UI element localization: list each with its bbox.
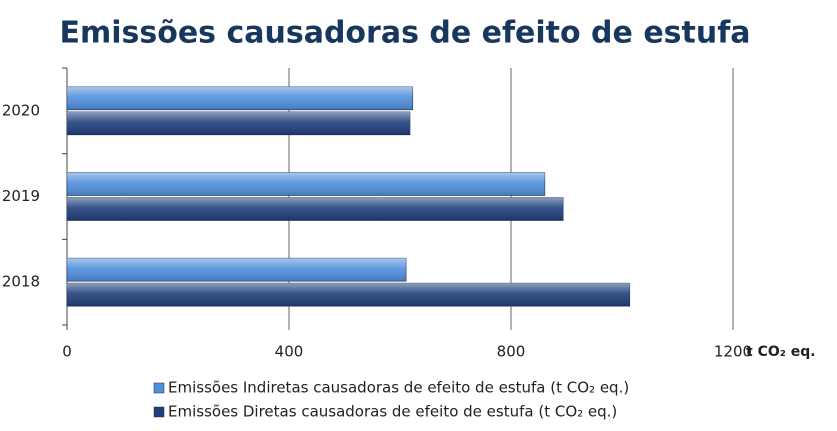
y-tick-label: 2019	[2, 187, 40, 205]
legend-swatch	[153, 382, 165, 394]
legend-label: Emissões Diretas causadoras de efeito de…	[168, 403, 617, 421]
y-tick-label: 2018	[2, 273, 40, 291]
bar-shade	[67, 86, 413, 110]
bar-shade	[67, 197, 564, 221]
x-axis-title: t CO₂ eq.	[746, 344, 816, 360]
bar-shade	[67, 172, 545, 196]
bar-shade	[67, 283, 630, 307]
legend-swatch	[153, 406, 165, 418]
chart-title: Emissões causadoras de efeito de estufa	[59, 16, 750, 51]
x-tick-label: 1200	[714, 343, 752, 361]
x-tick-label: 0	[62, 343, 72, 361]
x-tick-label: 400	[275, 343, 304, 361]
legend-label: Emissões Indiretas causadoras de efeito …	[168, 379, 629, 397]
bar-shade	[67, 111, 410, 135]
x-tick-label: 800	[497, 343, 526, 361]
bar-shade	[67, 258, 407, 282]
y-tick-label: 2020	[2, 101, 40, 119]
